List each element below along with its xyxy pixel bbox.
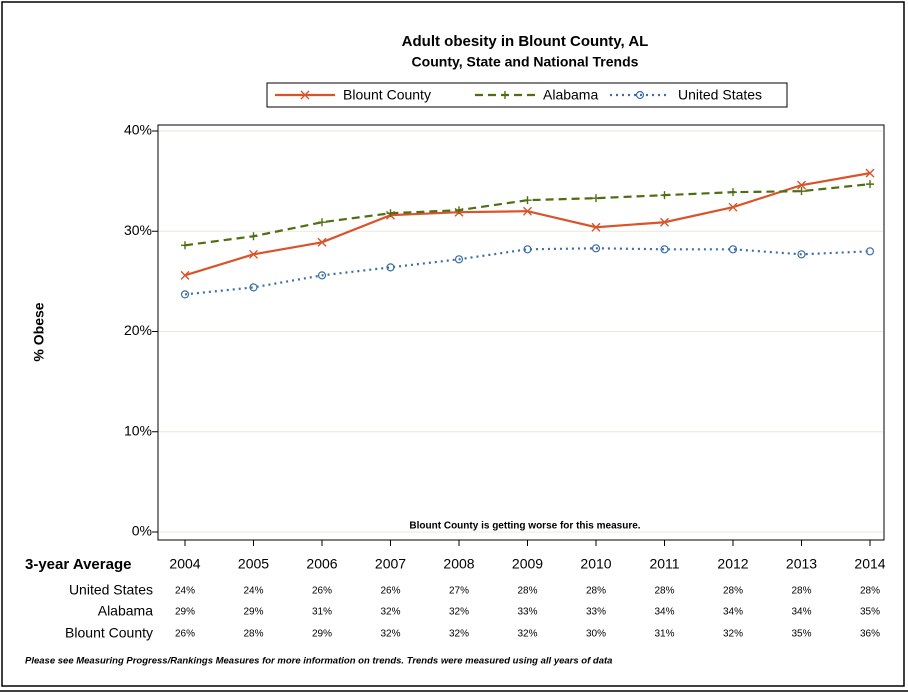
table-row-label: Alabama [98, 603, 153, 619]
marker [454, 255, 464, 264]
plot-area [157, 124, 885, 541]
table-value: 27% [449, 586, 469, 597]
y-tick-label: 20% [124, 322, 152, 338]
table-value: 28% [791, 586, 811, 597]
table-value: 30% [586, 629, 606, 640]
y-axis-label: % Obese [31, 302, 47, 361]
annotation: Blount County is getting worse for this … [409, 521, 640, 532]
legend-label: Blount County [343, 87, 431, 103]
marker [865, 168, 875, 178]
marker [249, 232, 258, 241]
table-value: 34% [791, 607, 811, 618]
marker [523, 206, 532, 216]
marker [386, 209, 395, 218]
table-row-label: United States [69, 582, 153, 598]
marker [865, 247, 875, 256]
table-value: 28% [654, 586, 674, 597]
series-line [184, 247, 871, 296]
table-value: 24% [243, 586, 263, 597]
marker [501, 91, 509, 99]
x-tick-label: 2012 [717, 556, 748, 572]
x-tick-label: 2014 [854, 556, 885, 572]
marker [728, 245, 738, 254]
marker [249, 249, 258, 259]
x-tick-label: 2010 [580, 556, 611, 572]
marker [797, 250, 806, 259]
x-tick-label: 2006 [306, 556, 337, 572]
marker [728, 202, 738, 212]
table-row-label: Blount County [65, 625, 153, 641]
table-value: 28% [723, 586, 743, 597]
table-value: 32% [380, 607, 400, 618]
table-value: 33% [517, 607, 537, 618]
marker [181, 241, 189, 250]
table-value: 29% [175, 607, 195, 618]
marker [797, 180, 806, 190]
chart-title: Adult obesity in Blount County, AL [402, 33, 649, 50]
x-tick-label: 2005 [238, 556, 269, 572]
marker [249, 283, 258, 292]
x-tick-label: 2004 [169, 556, 200, 572]
table-value: 32% [723, 629, 743, 640]
table-value: 32% [517, 629, 537, 640]
legend-label: United States [678, 87, 762, 103]
x-tick-label: 2011 [649, 556, 679, 572]
table-value: 32% [380, 629, 400, 640]
x-tick-label: 2008 [443, 556, 474, 572]
table-value: 26% [312, 586, 332, 597]
x-tick-label: 2009 [512, 556, 543, 572]
table-value: 28% [860, 586, 880, 597]
footnote: Please see Measuring Progress/Rankings M… [25, 656, 612, 667]
y-tick-label: 0% [132, 523, 152, 539]
marker [635, 90, 645, 100]
table-value: 33% [586, 607, 606, 618]
table-value: 35% [791, 629, 811, 640]
marker [592, 194, 600, 203]
marker [386, 263, 395, 272]
table-value: 24% [175, 586, 195, 597]
table-value: 31% [312, 607, 332, 618]
table-value: 28% [243, 629, 263, 640]
x-tick-label: 2007 [375, 556, 406, 572]
table-value: 26% [175, 629, 195, 640]
marker [317, 237, 327, 247]
y-tick-label: 30% [124, 222, 152, 238]
table-value: 35% [860, 607, 880, 618]
marker [180, 270, 190, 280]
table-value: 32% [449, 607, 469, 618]
legend-label: Alabama [543, 87, 598, 103]
marker [729, 188, 737, 197]
marker [455, 206, 463, 215]
marker [591, 222, 601, 232]
marker [797, 187, 806, 196]
table-value: 31% [654, 629, 674, 640]
chart-subtitle: County, State and National Trends [412, 54, 639, 70]
marker [523, 245, 532, 254]
marker [660, 245, 669, 254]
table-value: 28% [517, 586, 537, 597]
table-value: 26% [380, 586, 400, 597]
marker [180, 290, 190, 299]
table-value: 28% [586, 586, 606, 597]
table-value: 36% [860, 629, 880, 640]
marker [523, 196, 532, 205]
table-value: 29% [243, 607, 263, 618]
table-title: 3-year Average [25, 556, 131, 573]
marker [866, 180, 874, 189]
marker [317, 271, 327, 280]
marker [591, 244, 601, 253]
y-tick-label: 40% [124, 122, 152, 138]
marker [318, 218, 326, 227]
marker [660, 191, 669, 200]
marker [300, 90, 310, 100]
y-tick-label: 10% [124, 422, 152, 438]
table-value: 29% [312, 629, 332, 640]
x-tick-label: 2013 [786, 556, 817, 572]
table-value: 34% [654, 607, 674, 618]
table-value: 32% [449, 629, 469, 640]
marker [660, 217, 669, 227]
table-value: 34% [723, 607, 743, 618]
